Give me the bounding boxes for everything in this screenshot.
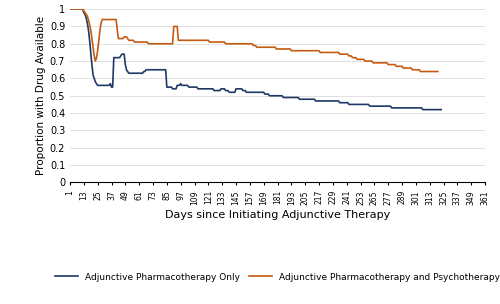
Adjunctive Pharmacotherapy and Psychotherapy [434, 70, 440, 73]
Adjunctive Pharmacotherapy and Psychotherapy [390, 63, 396, 66]
Adjunctive Pharmacotherapy Only [420, 108, 426, 112]
Adjunctive Pharmacotherapy Only [148, 68, 154, 72]
Adjunctive Pharmacotherapy Only [438, 108, 444, 112]
Adjunctive Pharmacotherapy and Psychotherapy [326, 50, 332, 54]
Adjunctive Pharmacotherapy Only [100, 84, 105, 87]
Adjunctive Pharmacotherapy Only [388, 106, 394, 110]
Adjunctive Pharmacotherapy Only [249, 91, 255, 94]
Adjunctive Pharmacotherapy and Psychotherapy [369, 59, 375, 63]
Legend: Adjunctive Pharmacotherapy Only, Adjunctive Pharmacotherapy and Psychotherapy: Adjunctive Pharmacotherapy Only, Adjunct… [52, 269, 500, 285]
Adjunctive Pharmacotherapy and Psychotherapy [331, 50, 337, 54]
Adjunctive Pharmacotherapy Only [67, 7, 73, 11]
Line: Adjunctive Pharmacotherapy Only: Adjunctive Pharmacotherapy Only [70, 9, 441, 110]
Adjunctive Pharmacotherapy and Psychotherapy [67, 7, 73, 11]
Y-axis label: Proportion with Drug Available: Proportion with Drug Available [36, 16, 46, 175]
Adjunctive Pharmacotherapy and Psychotherapy [120, 37, 126, 40]
Adjunctive Pharmacotherapy and Psychotherapy [418, 70, 424, 73]
X-axis label: Days since Initiating Adjunctive Therapy: Days since Initiating Adjunctive Therapy [165, 210, 390, 220]
Adjunctive Pharmacotherapy and Psychotherapy [257, 45, 263, 49]
Line: Adjunctive Pharmacotherapy and Psychotherapy: Adjunctive Pharmacotherapy and Psychothe… [70, 9, 438, 71]
Adjunctive Pharmacotherapy Only [436, 108, 442, 112]
Adjunctive Pharmacotherapy Only [134, 71, 140, 75]
